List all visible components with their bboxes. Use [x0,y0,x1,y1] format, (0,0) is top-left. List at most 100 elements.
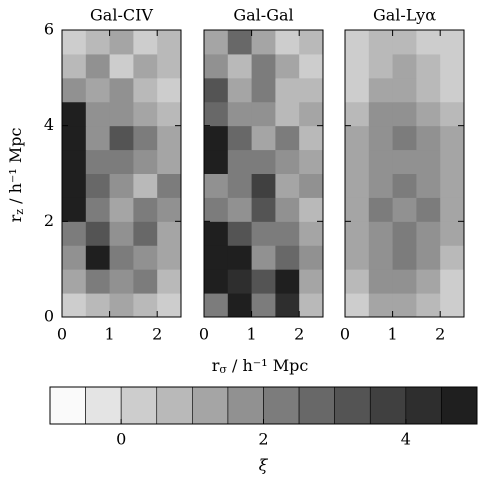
x-label-unit: / h⁻¹ Mpc [227,356,308,375]
heatmap-cell [62,149,87,174]
colorbar-label: ξ [259,456,269,475]
heatmap-cell [368,77,394,103]
heatmap-cell [251,30,276,55]
colorbar-swatch [441,386,478,425]
heatmap-cell [275,221,300,246]
heatmap-cell [299,149,324,174]
heatmap-cell [275,197,300,222]
heatmap-cell [299,30,324,55]
heatmap-cell [227,101,253,127]
heatmap-cell [157,77,182,103]
heatmap-cell [416,269,441,294]
colorbar-swatch [405,386,442,425]
heatmap-cell [392,245,417,270]
panel-title: Gal-CIV [90,6,153,25]
heatmap-cell [133,77,158,103]
heatmap-cell [392,53,417,79]
heatmap-cell [299,125,324,151]
heatmap-cell [251,245,276,270]
heatmap-cell [133,149,158,174]
y-axis-label: rz / h⁻¹ Mpc [6,128,27,223]
heatmap-cell [440,293,465,318]
colorbar-swatch [156,386,193,425]
heatmap-cell [227,53,253,79]
heatmap-cell [109,101,134,127]
x-tick-label: 2 [152,325,162,344]
heatmap-cell [440,30,465,55]
heatmap-cell [62,269,87,294]
colorbar-swatch [120,386,158,425]
heatmap-cell [251,197,276,222]
heatmap-cell [157,245,182,270]
heatmap-cell [133,269,158,294]
y-tick-label: 2 [44,211,54,230]
heatmap-cell [440,245,465,270]
heatmap-cell [275,53,300,79]
heatmap-cell [109,245,134,270]
x-tick-label: 2 [294,325,304,344]
colorbar-swatch [227,386,264,425]
heatmap-cell [275,245,300,270]
heatmap-cell [416,125,441,151]
x-tick-label: 1 [247,325,257,344]
heatmap-cell [133,30,158,55]
colorbar-swatch [298,386,335,425]
heatmap-cell [85,53,111,79]
heatmap-cell [204,149,229,174]
heatmap-cell [227,269,253,294]
heatmap-cell [392,173,417,198]
heatmap-cell [227,173,253,198]
heatmap-cell [204,77,229,103]
heatmap-cell [345,245,370,270]
heatmap-cell [440,173,465,198]
heatmap-cell [392,293,417,318]
heatmap-cell [133,125,158,151]
heatmap-cell [109,221,134,246]
heatmap-cell [368,101,394,127]
heatmap-cell [227,30,253,55]
heatmap-cell [368,197,394,222]
x-label-subscript: σ [219,363,227,376]
heatmap-cell [299,293,324,318]
heatmap-cell [345,77,370,103]
heatmap-cell [227,221,253,246]
heatmap-cell [251,221,276,246]
heatmap-cell [275,125,300,151]
colorbar-swatch [263,386,300,425]
heatmap-cell [204,125,229,151]
heatmap-cell [345,293,370,318]
x-axis-label: rσ / h⁻¹ Mpc [212,356,309,377]
y-tick-label: 4 [44,115,54,134]
colorbar-tick-label: 0 [116,430,126,449]
heatmap-cell [275,149,300,174]
panel-title: Gal-Gal [233,6,293,25]
heatmap-cell [157,30,182,55]
heatmap-cell [85,77,111,103]
heatmap-cell [157,149,182,174]
heatmap-cell [275,77,300,103]
heatmap-cell [157,221,182,246]
heatmap-cell [251,293,276,318]
heatmap-cell [416,197,441,222]
heatmap-cell [85,101,111,127]
heatmap-cell [227,293,253,318]
heatmap-cell [251,77,276,103]
heatmap-cell [368,221,394,246]
heatmap-cell [299,197,324,222]
heatmap-cell [109,53,134,79]
heatmap-cell [85,149,111,174]
heatmap-cell [157,269,182,294]
heatmap-cell [109,125,134,151]
heatmap-cell [85,197,111,222]
heatmap-cell [275,173,300,198]
x-tick-label: 0 [199,325,209,344]
heatmap-cell [299,101,324,127]
heatmap-cell [251,269,276,294]
heatmap-cell [440,221,465,246]
panel-frame [61,29,182,318]
heatmap-cell [392,125,417,151]
heatmap-cell [251,173,276,198]
heatmap-cell [227,197,253,222]
heatmap-cell [345,149,370,174]
